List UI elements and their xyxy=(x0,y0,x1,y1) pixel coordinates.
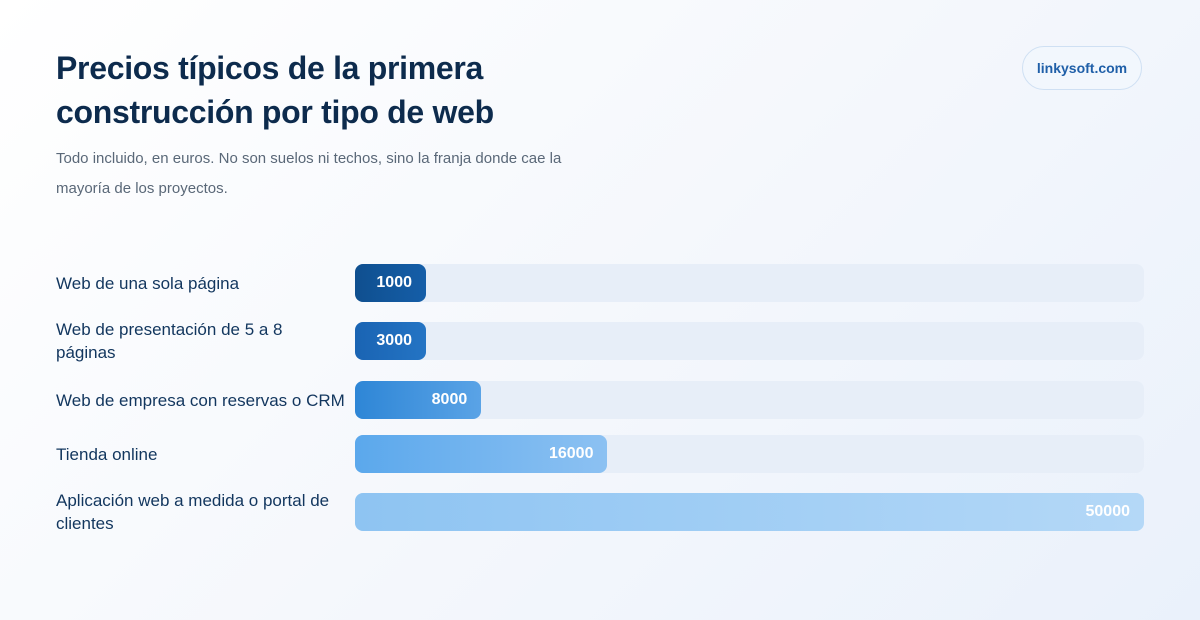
bar: 50000 xyxy=(355,493,1144,531)
data-label: 50000 xyxy=(1085,503,1131,520)
bar: 8000 xyxy=(355,381,482,419)
category-label: Web de presentación de 5 a 8 páginas xyxy=(56,320,283,362)
bar-track: 50000 xyxy=(355,493,1144,531)
bar: 16000 xyxy=(355,435,608,473)
bar-track: 16000 xyxy=(355,435,1144,473)
chart-subtitle: Todo incluido, en euros. No son suelos n… xyxy=(56,150,562,197)
category-label: Aplicación web a medida o portal de clie… xyxy=(56,491,330,533)
category-label: Web de empresa con reservas o CRM xyxy=(56,390,345,410)
data-label: 3000 xyxy=(376,332,412,349)
data-label: 1000 xyxy=(376,274,412,291)
bar-track: 8000 xyxy=(355,381,1144,419)
bar-track: 3000 xyxy=(355,322,1144,360)
category-label: Web de una sola página xyxy=(56,273,240,293)
bar-track: 1000 xyxy=(355,264,1144,302)
data-label: 16000 xyxy=(548,445,594,462)
bar: 3000 xyxy=(355,322,426,360)
data-label: 8000 xyxy=(431,391,468,408)
bar: 1000 xyxy=(355,264,426,302)
brand-link[interactable]: linkysoft.com xyxy=(1022,46,1142,90)
chart-title: Precios típicos de la primera construcci… xyxy=(56,50,494,130)
category-label: Tienda online xyxy=(56,444,158,464)
